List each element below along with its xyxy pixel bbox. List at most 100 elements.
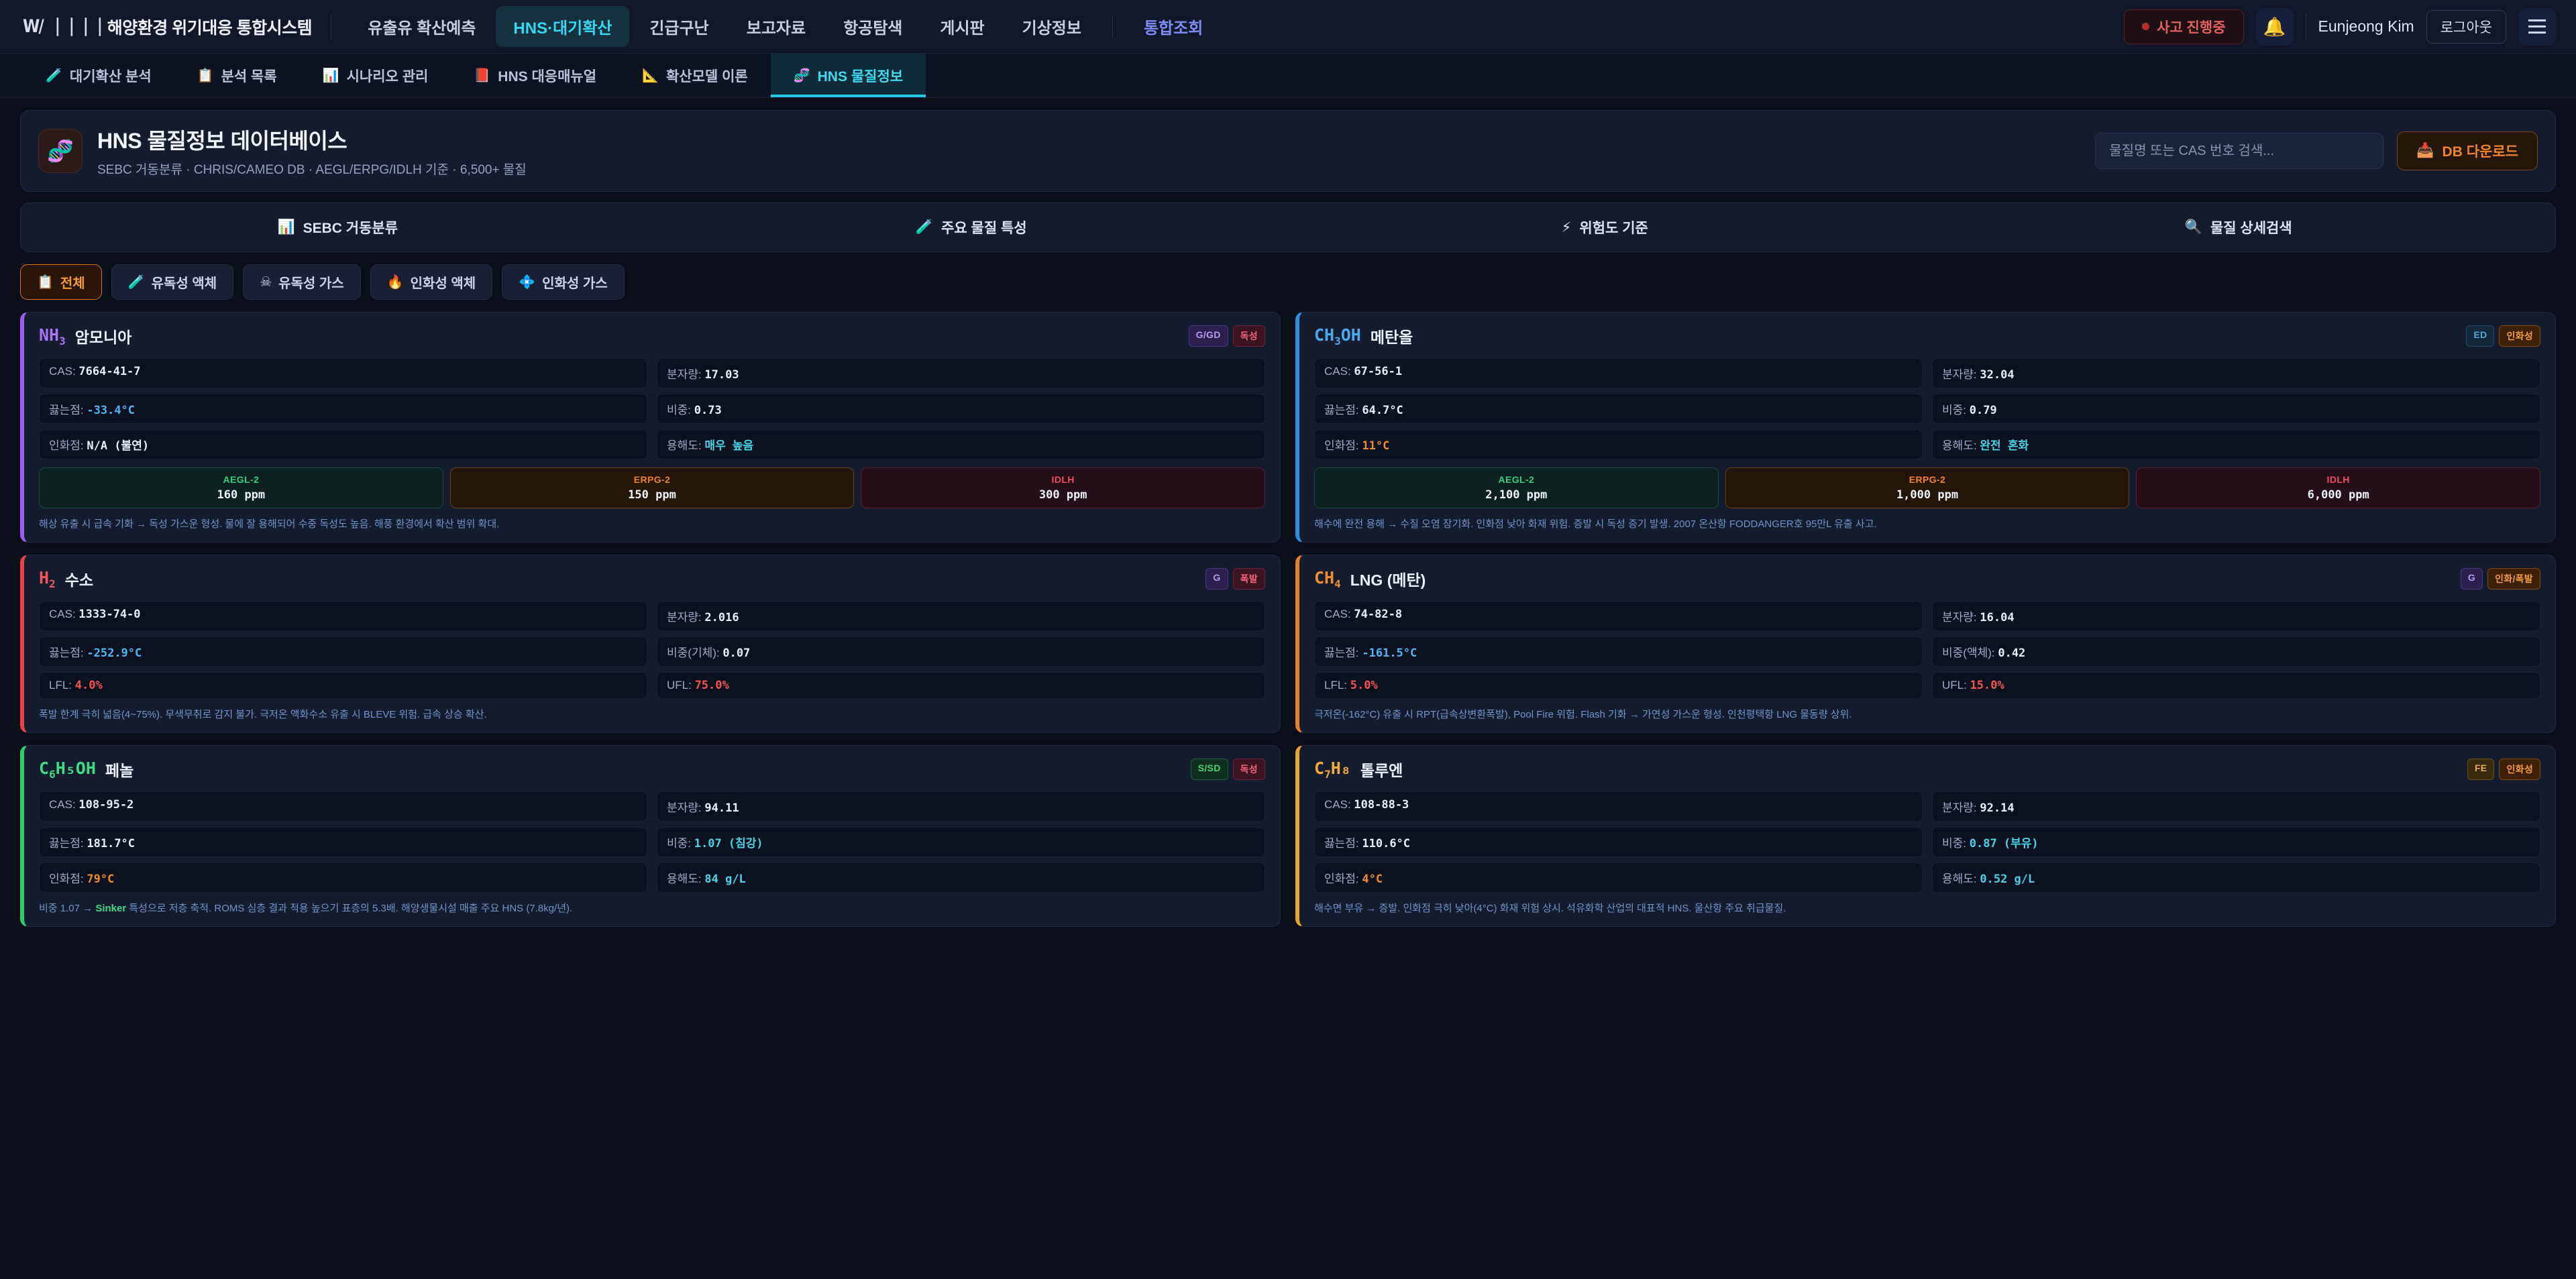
tag-group: FE 인화성 — [2467, 759, 2540, 780]
limit-name: IDLH — [1051, 474, 1075, 485]
property-label: 용해도: — [667, 873, 705, 885]
property-row: 분자량: 94.11 — [657, 791, 1265, 822]
exposure-limit-row: AEGL-2 160 ppm ERPG-2 150 ppm IDLH 300 ppm — [39, 467, 1266, 508]
property-value: 0.87 (부유) — [1969, 837, 2039, 850]
property-value: 0.52 g/L — [1980, 873, 2035, 886]
nav-item-7[interactable]: 통합조회 — [1143, 19, 1203, 38]
chemical-formula: CH4 — [1314, 567, 1341, 590]
property-label: 인화점: — [1324, 439, 1362, 452]
tag-group: G 폭발 — [1205, 568, 1265, 590]
property-value: -161.5°C — [1362, 647, 1417, 660]
property-value: 84 g/L — [704, 873, 746, 886]
limit-name: AEGL-2 — [1498, 474, 1535, 485]
property-grid: CAS: 108-95-2 분자량: 94.11 끓는점: 181.7°C 비중: 1… — [39, 791, 1265, 893]
nav-item-4[interactable]: 항공탐색 — [843, 19, 903, 38]
section-strip: 📊 SEBC 거동분류 🧪 주요 물질 특성 ⚡ 위험도 기준 🔍 물질 상세검… — [20, 203, 2556, 252]
chip-label: 전체 — [60, 276, 85, 291]
tab-label: HNS 물질정보 — [817, 68, 904, 85]
substance-card[interactable]: C6H₅OH 페놀 S/SD 독성 CAS: 108-95-2 분자량: 94.11 끓는점… — [20, 745, 1281, 927]
substance-name: 메탄올 — [1370, 329, 1413, 346]
dna-glyph: 🧬 — [47, 139, 74, 163]
filter-chip-all[interactable]: 📋 전체 — [20, 264, 102, 300]
property-row: UFL: 75.0% — [657, 672, 1265, 699]
tab-label: 확산모델 이론 — [665, 68, 748, 85]
tab-dispersion-theory[interactable]: 📐 확산모델 이론 — [619, 54, 771, 97]
substance-name: 페놀 — [105, 762, 134, 779]
chip-label: 인화성 액체 — [410, 276, 476, 291]
incident-status-badge[interactable]: 사고 진행중 — [2124, 9, 2244, 44]
tab-scenario-management[interactable]: 📊 시나리오 관리 — [300, 54, 451, 97]
property-value: 16.04 — [1980, 611, 2015, 624]
filter-chip-toxic-liquid[interactable]: 🧪 유독성 액체 — [111, 264, 234, 300]
property-value: 4.0% — [74, 679, 103, 692]
card-header: CH3OH 메탄올 ED 인화성 — [1314, 325, 2540, 347]
tab-analysis-list[interactable]: 📋 분석 목록 — [174, 54, 300, 97]
property-value: 2.016 — [704, 611, 739, 624]
property-row: CAS: 108-88-3 — [1314, 791, 1923, 822]
notification-bell-icon[interactable]: 🔔 — [2255, 7, 2294, 46]
chart-icon: 📊 — [322, 68, 339, 83]
card-header: CH4 LNG (메탄) G 인화/폭발 — [1314, 567, 2540, 590]
tab-hns-manual[interactable]: 📕 HNS 대응매뉴얼 — [451, 54, 619, 97]
tab-label: HNS 대응매뉴얼 — [498, 68, 597, 85]
incident-label: 사고 진행중 — [2157, 19, 2226, 36]
nav-item-2[interactable]: 긴급구난 — [649, 19, 709, 38]
card-note: 해상 유출 시 급속 기화 → 독성 가스운 형성. 물에 잘 용해되어 수중 … — [39, 518, 500, 530]
chemical-formula: H2 — [39, 567, 56, 590]
status-badge: 폭발 — [1232, 568, 1265, 590]
filter-chip-row: 📋 전체 🧪 유독성 액체 ☠ 유독성 가스 🔥 인화성 액체 💠 인화성 가스 — [20, 264, 2556, 300]
status-badge: 인화/폭발 — [2487, 568, 2540, 590]
property-label: CAS: — [1324, 365, 1354, 378]
nav-item-5[interactable]: 게시판 — [940, 19, 985, 38]
property-label: CAS: — [49, 365, 79, 378]
status-badge: 독성 — [1232, 759, 1265, 780]
hamburger-menu-icon[interactable] — [2518, 7, 2556, 46]
strip-item-properties[interactable]: 🧪 주요 물질 특성 — [655, 217, 1289, 237]
substance-card[interactable]: CH4 LNG (메탄) G 인화/폭발 CAS: 74-82-8 분자량: 16.04 끓… — [1295, 555, 2556, 733]
tab-hns-substance-info[interactable]: 🧬 HNS 물질정보 — [770, 54, 926, 97]
strip-item-detail-search[interactable]: 🔍 물질 상세검색 — [1922, 217, 2556, 237]
property-grid: CAS: 67-56-1 분자량: 32.04 끓는점: 64.7°C 비중: 0.7… — [1314, 358, 2540, 459]
search-icon: 🔍 — [2184, 219, 2202, 235]
logo-icon: W/⎹⎹⎹⎹ — [23, 16, 101, 37]
filter-chip-toxic-gas[interactable]: ☠ 유독성 가스 — [243, 264, 361, 300]
nav-item-1[interactable]: HNS·대기확산 — [496, 6, 630, 47]
db-download-button[interactable]: 📥 DB 다운로드 — [2397, 131, 2538, 170]
property-value: 94.11 — [704, 801, 739, 815]
property-row: 비중(기체): 0.07 — [657, 636, 1265, 667]
property-label: CAS: — [1324, 798, 1354, 811]
dna-icon: 🧬 — [793, 68, 810, 83]
filter-chip-flammable-gas[interactable]: 💠 인화성 가스 — [502, 264, 625, 300]
brand[interactable]: W/⎹⎹⎹⎹ 해양환경 위기대응 통합시스템 — [23, 15, 313, 39]
logout-button[interactable]: 로그아웃 — [2426, 9, 2506, 44]
property-row: 인화점: N/A (불연) — [39, 429, 647, 459]
page-title: HNS 물질정보 데이터베이스 — [97, 129, 347, 153]
strip-label: 위험도 기준 — [1579, 221, 1648, 236]
property-value: N/A (불연) — [87, 439, 150, 453]
property-row: 끓는점: 110.6°C — [1314, 827, 1923, 857]
status-badge: G — [2460, 568, 2483, 590]
property-row: CAS: 7664-41-7 — [39, 358, 647, 388]
strip-item-hazard[interactable]: ⚡ 위험도 기준 — [1288, 217, 1922, 237]
property-label: 끓는점: — [1324, 837, 1362, 850]
nav-item-6[interactable]: 기상정보 — [1022, 19, 1081, 38]
strip-item-sebc[interactable]: 📊 SEBC 거동분류 — [21, 217, 655, 237]
substance-card[interactable]: C7H₈ 톨루엔 FE 인화성 CAS: 108-88-3 분자량: 92.14 끓는점: … — [1295, 745, 2556, 927]
nav-item-0[interactable]: 유출유 확산예측 — [368, 19, 476, 38]
limit-value: 300 ppm — [1038, 488, 1087, 502]
chip-label: 유독성 액체 — [151, 276, 217, 291]
property-label: 용해도: — [1942, 873, 1980, 885]
filter-chip-flammable-liquid[interactable]: 🔥 인화성 액체 — [370, 264, 493, 300]
property-label: CAS: — [49, 798, 79, 811]
note-emphasis: Sinker — [95, 903, 127, 914]
card-note: 폭발 한계 극히 넓음(4~75%). 무색무취로 감지 불가. 극저온 액화수… — [39, 709, 487, 720]
page-header-actions: 📥 DB 다운로드 — [2095, 131, 2538, 170]
property-label: LFL: — [1324, 679, 1350, 691]
tab-atmospheric-analysis[interactable]: 🧪 대기확산 분석 — [23, 54, 174, 97]
chart-icon: 📊 — [277, 219, 295, 235]
substance-card[interactable]: CH3OH 메탄올 ED 인화성 CAS: 67-56-1 분자량: 32.04 끓는점: … — [1295, 312, 2556, 543]
substance-card[interactable]: NH3 암모니아 G/GD 독성 CAS: 7664-41-7 분자량: 17.03 끓는점… — [20, 312, 1281, 543]
nav-item-3[interactable]: 보고자료 — [746, 19, 806, 38]
search-input[interactable] — [2095, 133, 2384, 169]
substance-card[interactable]: H2 수소 G 폭발 CAS: 1333-74-0 분자량: 2.016 끓는점: -252… — [20, 555, 1281, 733]
